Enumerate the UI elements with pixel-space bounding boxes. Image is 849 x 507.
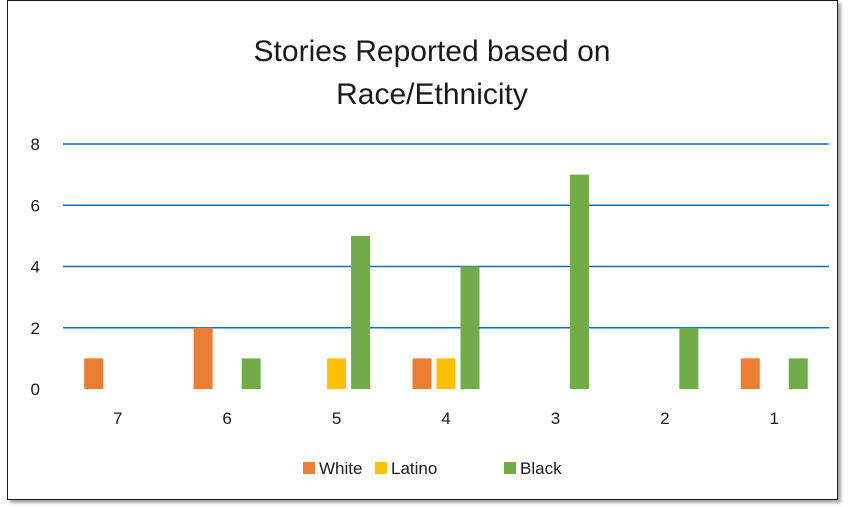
y-tick-label: 4 <box>31 258 40 277</box>
y-axis-ticks: 0 2 4 6 8 <box>31 135 40 399</box>
bar-black <box>460 266 480 389</box>
gridlines <box>63 143 829 329</box>
legend-label-white: White <box>319 459 362 478</box>
bar-white <box>84 358 104 389</box>
bar-latino <box>327 358 347 389</box>
legend-swatch-latino <box>375 462 387 474</box>
y-tick-label: 6 <box>31 196 40 215</box>
bar-black <box>241 358 261 389</box>
chart-title-line-2: Race/Ethnicity <box>336 78 528 111</box>
x-tick-label: 2 <box>660 409 669 428</box>
bar-white <box>740 358 760 389</box>
legend-swatch-black <box>504 462 516 474</box>
bar-white <box>412 358 432 389</box>
bars <box>84 174 808 389</box>
y-tick-label: 8 <box>31 135 40 154</box>
x-tick-label: 6 <box>222 409 231 428</box>
x-tick-label: 5 <box>332 409 341 428</box>
chart-frame <box>7 0 838 500</box>
bar-black <box>569 174 589 389</box>
x-tick-label: 7 <box>113 409 122 428</box>
legend-swatch-white <box>303 462 315 474</box>
y-tick-label: 2 <box>31 319 40 338</box>
bar-black <box>351 235 371 389</box>
x-tick-label: 1 <box>770 409 779 428</box>
x-axis-ticks: 7 6 5 4 3 2 1 <box>113 409 779 428</box>
x-tick-label: 4 <box>441 409 450 428</box>
chart-title-line-1: Stories Reported based on <box>254 35 611 68</box>
x-tick-label: 3 <box>551 409 560 428</box>
bar-black <box>788 358 808 389</box>
y-tick-label: 0 <box>31 380 40 399</box>
bar-latino <box>436 358 456 389</box>
legend: White Latino Black <box>303 459 562 478</box>
bar-black <box>679 327 699 389</box>
legend-label-latino: Latino <box>391 459 437 478</box>
bar-white <box>193 327 213 389</box>
legend-label-black: Black <box>520 459 562 478</box>
